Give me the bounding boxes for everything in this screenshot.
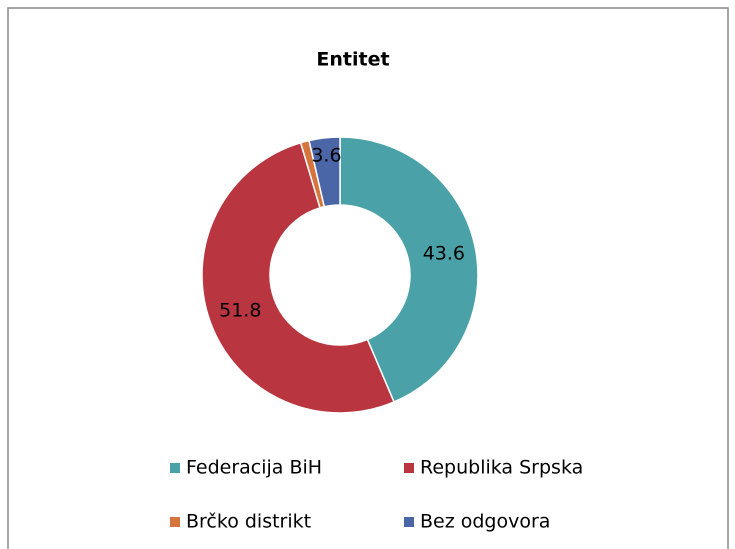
legend-label: Bez odgovora [420, 511, 550, 533]
chart-frame [7, 7, 729, 549]
legend-swatch [170, 517, 180, 527]
data-label: 43.6 [423, 242, 465, 264]
data-label: 3.6 [311, 144, 341, 166]
donut-slice [201, 141, 395, 414]
data-label: 51.8 [219, 299, 261, 321]
donut-slice [308, 136, 341, 208]
legend-swatch [170, 463, 180, 473]
legend-swatch [404, 517, 414, 527]
chart-title: Entitet [316, 49, 389, 71]
legend-label: Brčko distrikt [186, 511, 311, 533]
legend-label: Federacija BiH [186, 457, 322, 479]
donut-slice [339, 136, 479, 403]
legend-label: Republika Srpska [420, 457, 583, 479]
legend-swatch [404, 463, 414, 473]
